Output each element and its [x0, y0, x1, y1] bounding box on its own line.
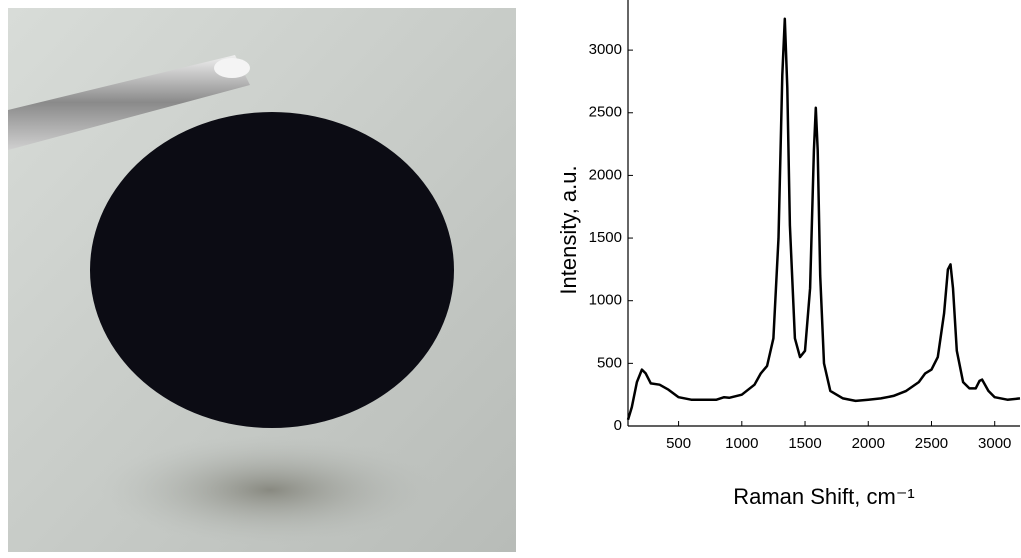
- x-tick-label: 2000: [852, 435, 885, 452]
- photo: [8, 8, 516, 552]
- black-disc: [90, 112, 454, 428]
- chart: Intensity, a.u. Raman Shift, cm⁻¹ 0 500 10…: [556, 0, 1020, 509]
- x-tick-label: 2500: [915, 435, 948, 452]
- tweezers-tip: [214, 58, 250, 78]
- y-tick-label: 1500: [589, 229, 622, 246]
- figure: Intensity, a.u. Raman Shift, cm⁻¹ 0 500 10…: [0, 0, 1021, 558]
- x-tick-label: 1500: [788, 435, 821, 452]
- x-tick-label: 3000: [978, 435, 1011, 452]
- y-tick-label: 500: [597, 354, 622, 371]
- y-axis-label: Intensity, a.u.: [556, 165, 581, 294]
- y-tick-label: 1000: [589, 292, 622, 309]
- shadow: [100, 435, 440, 545]
- y-tick-label: 2500: [589, 104, 622, 121]
- x-tick-label: 1000: [725, 435, 758, 452]
- y-tick-label: 0: [614, 417, 622, 434]
- spectrum-line: [628, 19, 1020, 420]
- y-tick-label: 3000: [589, 41, 622, 58]
- x-tick-label: 500: [666, 435, 691, 452]
- x-axis-label: Raman Shift, cm⁻¹: [733, 484, 915, 509]
- y-tick-label: 2000: [589, 166, 622, 183]
